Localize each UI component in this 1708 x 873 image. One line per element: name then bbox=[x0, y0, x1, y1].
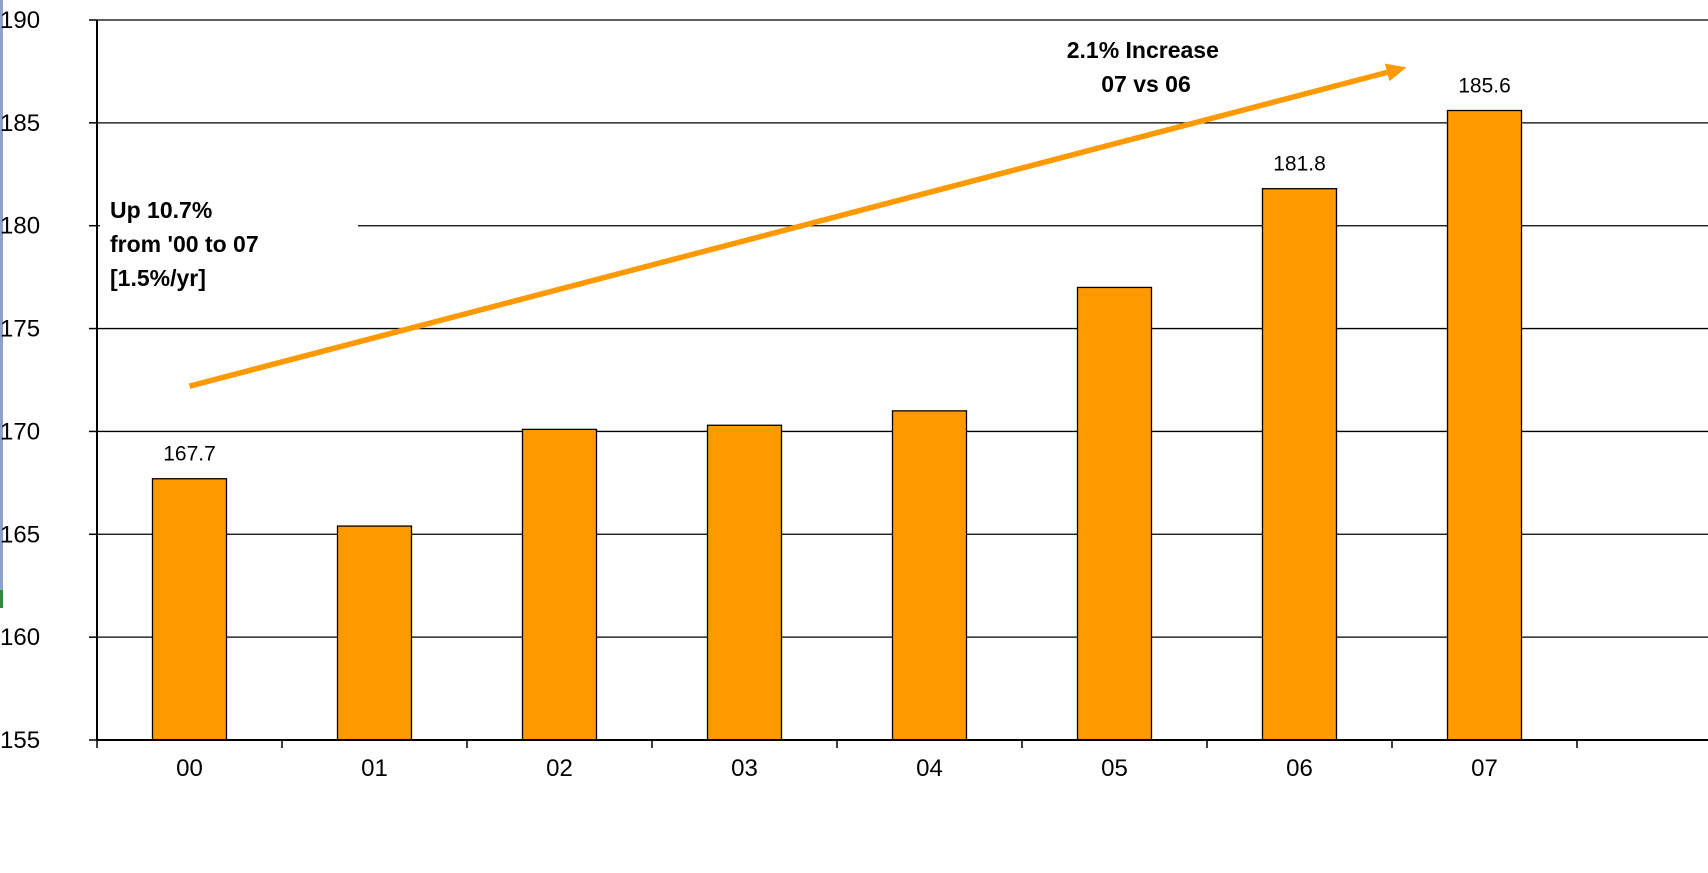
bar bbox=[706, 424, 783, 741]
y-tick-label: 170 bbox=[0, 418, 40, 445]
x-tick-label: 07 bbox=[1471, 755, 1498, 782]
axes bbox=[89, 19, 1708, 748]
left-accent-bar bbox=[0, 0, 3, 590]
x-tick-label: 01 bbox=[361, 755, 388, 782]
y-tick-label: 160 bbox=[0, 624, 40, 651]
bar bbox=[1446, 109, 1523, 741]
increase-note-line-2: 07 vs 06 bbox=[1101, 71, 1191, 97]
y-tick-label: 185 bbox=[0, 110, 40, 137]
x-tick-labels: 00 01 02 03 04 05 06 07 bbox=[176, 755, 1498, 782]
data-label: 181.8 bbox=[1273, 153, 1326, 176]
left-accent-bar-bottom bbox=[0, 590, 3, 608]
y-tick-label: 190 bbox=[0, 7, 40, 34]
bar bbox=[1076, 286, 1153, 741]
annotations: Up 10.7% from '00 to 07 [1.5%/yr] 2.1% I… bbox=[100, 37, 1226, 305]
bar bbox=[891, 410, 968, 741]
increase-note-line-1: 2.1% Increase bbox=[1067, 37, 1219, 63]
y-tick-labels: 155 160 165 170 175 180 185 190 bbox=[0, 7, 40, 754]
x-tick-label: 00 bbox=[176, 755, 203, 782]
growth-note-line-3: [1.5%/yr] bbox=[110, 265, 206, 291]
x-tick-label: 04 bbox=[916, 755, 943, 782]
increase-note: 2.1% Increase 07 vs 06 bbox=[1067, 37, 1226, 97]
x-tick-label: 06 bbox=[1286, 755, 1313, 782]
data-label: 167.7 bbox=[163, 443, 216, 466]
x-tick-label: 02 bbox=[546, 755, 573, 782]
trend-arrow-line bbox=[188, 69, 1388, 389]
growth-note-line-1: Up 10.7% bbox=[110, 197, 212, 223]
bar bbox=[151, 478, 228, 741]
y-tick-label: 175 bbox=[0, 316, 40, 343]
data-labels: 167.7 181.8 185.6 bbox=[163, 75, 1511, 466]
left-edge-accent bbox=[0, 0, 3, 608]
growth-note-line-2: from '00 to 07 bbox=[110, 231, 259, 257]
bar bbox=[336, 525, 413, 741]
x-tick-label: 03 bbox=[731, 755, 758, 782]
y-tick-label: 165 bbox=[0, 521, 40, 548]
trend-arrow-group bbox=[188, 63, 1407, 389]
y-tick-label: 180 bbox=[0, 213, 40, 240]
trend-arrow-head bbox=[1384, 63, 1407, 82]
growth-note-background bbox=[100, 185, 358, 305]
growth-note: Up 10.7% from '00 to 07 [1.5%/yr] bbox=[110, 197, 265, 291]
y-tick-label: 155 bbox=[0, 727, 40, 754]
bar bbox=[521, 428, 598, 741]
data-label: 185.6 bbox=[1458, 75, 1511, 98]
x-tick-label: 05 bbox=[1101, 755, 1128, 782]
bar bbox=[1261, 188, 1338, 741]
